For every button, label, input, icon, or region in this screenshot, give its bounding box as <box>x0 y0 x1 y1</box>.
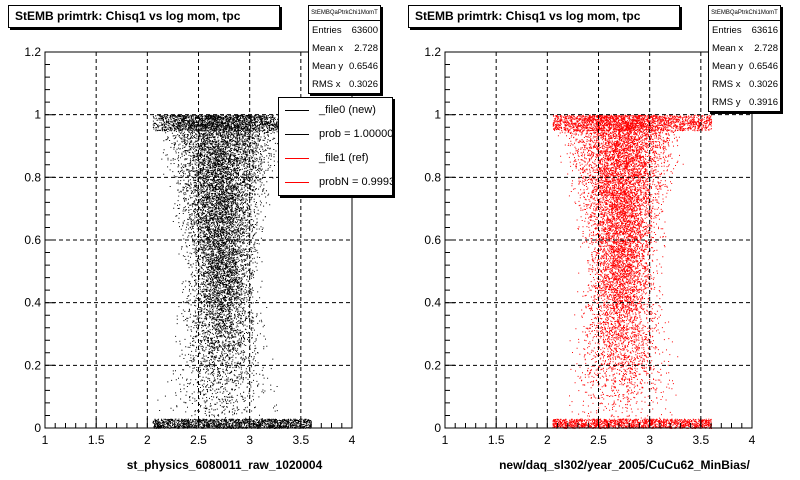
y-tick-label: 0 <box>34 421 41 435</box>
stats-box-name: StEMBQaPtrkChi1MomT <box>309 6 380 21</box>
stats-box-name: StEMBQaPtrkChi1MomT <box>709 6 780 21</box>
stats-row-rms-x: RMS x 0.3026 <box>312 78 378 90</box>
x-axis-label: new/daq_sl302/year_2005/CuCu62_MinBias/ <box>499 458 750 472</box>
y-tick-label: 0.4 <box>24 296 41 310</box>
y-tick-label: 1.2 <box>424 45 441 59</box>
x-tick-label: 1 <box>442 433 449 447</box>
x-tick-label: 4 <box>349 433 356 447</box>
stats-row-mean-x: Mean x 2.728 <box>312 42 378 54</box>
stats-row-mean-x: Mean x 2.728 <box>712 42 778 54</box>
scatter-points <box>552 114 713 429</box>
grid-lines <box>445 52 752 428</box>
x-axis-label: st_physics_6080011_raw_1020004 <box>127 458 323 472</box>
scatter-markers <box>552 114 713 429</box>
x-tick-label: 3.5 <box>692 433 709 447</box>
x-tick-label: 2.5 <box>590 433 607 447</box>
x-tick-labels: 1 1.5 2 2.5 3 3.5 4 <box>42 433 356 447</box>
legend: _file0 (new) prob = 1.000000 _file1 (ref… <box>278 97 393 196</box>
y-tick-labels: 0 0.2 0.4 0.6 0.8 1 1.2 <box>24 45 41 435</box>
stats-row-rms-x: RMS x 0.3026 <box>712 78 778 90</box>
x-tick-label: 3 <box>646 433 653 447</box>
axis-ticks <box>444 51 753 429</box>
y-tick-label: 0.2 <box>424 358 441 372</box>
y-tick-label: 1.2 <box>24 45 41 59</box>
x-tick-label: 1.5 <box>88 433 105 447</box>
y-tick-label: 0.6 <box>24 233 41 247</box>
y-tick-label: 0.8 <box>424 170 441 184</box>
y-tick-label: 0.6 <box>424 233 441 247</box>
stats-row-rms-y: RMS y 0.3916 <box>712 96 778 108</box>
stats-row-entries: Entries 63616 <box>712 24 778 36</box>
legend-line-black <box>285 109 309 111</box>
y-tick-label: 0.8 <box>24 170 41 184</box>
legend-entry-file1: _file1 (ref) <box>279 146 392 170</box>
stats-row-entries: Entries 63600 <box>312 24 378 36</box>
x-tick-label: 2 <box>144 433 151 447</box>
legend-entry-file0: _file0 (new) <box>279 98 392 122</box>
x-tick-label: 2.5 <box>190 433 207 447</box>
x-tick-label: 2 <box>544 433 551 447</box>
stats-row-mean-y: Mean y 0.6546 <box>312 60 378 72</box>
tick-marks <box>44 51 353 429</box>
scatter-markers <box>152 114 312 429</box>
x-tick-label: 1 <box>42 433 49 447</box>
y-tick-labels: 0 0.2 0.4 0.6 0.8 1 1.2 <box>424 45 441 435</box>
histogram-panel-right: 1 1.5 2 2.5 3 3.5 4 0 0.2 0.4 0.6 0.8 1 1.2 new/daq_… <box>400 0 800 480</box>
legend-entry-prob: prob = 1.000000 <box>279 122 392 146</box>
y-tick-label: 1 <box>34 108 41 122</box>
axis-ticks <box>44 51 353 429</box>
x-tick-label: 1.5 <box>488 433 505 447</box>
x-tick-label: 3.5 <box>292 433 309 447</box>
x-tick-labels: 1 1.5 2 2.5 3 3.5 4 <box>442 433 756 447</box>
y-tick-label: 1 <box>434 108 441 122</box>
legend-entry-probn: probN = 0.999357 <box>279 170 392 194</box>
scatter-plot-left: 1 1.5 2 2.5 3 3.5 4 0 0.2 0.4 0.6 0.8 1 1.2 st_physi… <box>24 45 356 472</box>
histogram-panel-left: 1 1.5 2 2.5 3 3.5 4 0 0.2 0.4 0.6 0.8 1 1.2 st_physi… <box>8 5 393 472</box>
chart-title: StEMB primtrk: Chisq1 vs log mom, tpc <box>408 5 680 28</box>
y-tick-label: 0.4 <box>424 296 441 310</box>
y-tick-label: 0.2 <box>24 358 41 372</box>
y-tick-label: 0 <box>434 421 441 435</box>
chart-title: StEMB primtrk: Chisq1 vs log mom, tpc <box>8 5 280 28</box>
scatter-points <box>152 114 312 429</box>
legend-line-black <box>285 133 309 135</box>
x-tick-label: 3 <box>246 433 253 447</box>
legend-line-red <box>285 181 309 183</box>
legend-line-red <box>285 157 309 159</box>
scatter-plot-right: 1 1.5 2 2.5 3 3.5 4 0 0.2 0.4 0.6 0.8 1 1.2 new/daq_… <box>424 45 756 472</box>
tick-marks <box>444 51 753 429</box>
x-tick-label: 4 <box>749 433 756 447</box>
stats-row-mean-y: Mean y 0.6546 <box>712 60 778 72</box>
